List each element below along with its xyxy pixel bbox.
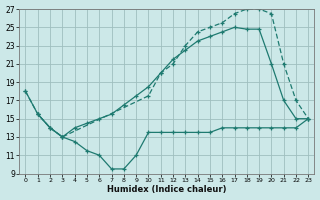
X-axis label: Humidex (Indice chaleur): Humidex (Indice chaleur)	[107, 185, 227, 194]
